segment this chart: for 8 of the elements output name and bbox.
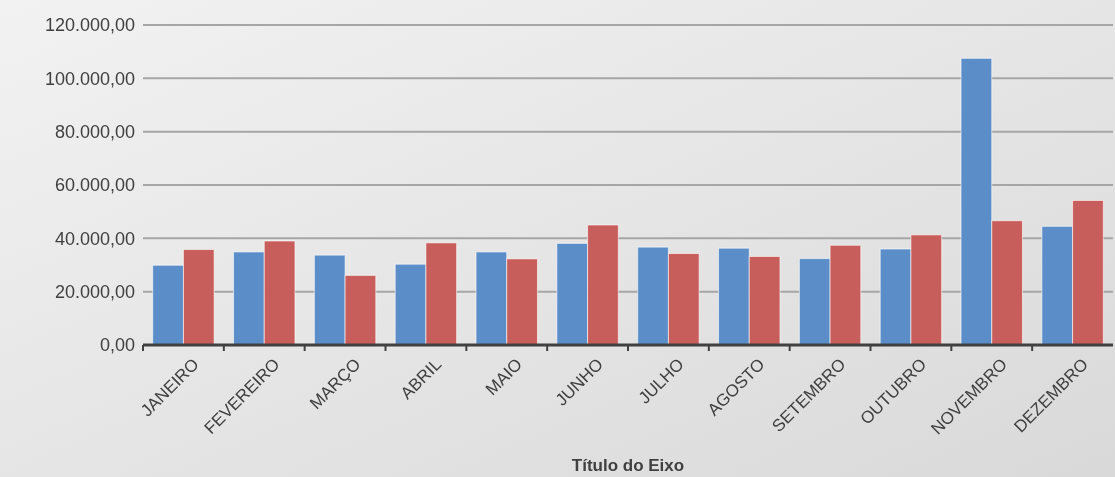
y-tick-label: 80.000,00 (54, 121, 135, 142)
y-tick-label: 120.000,00 (44, 15, 135, 36)
y-tick-label: 20.000,00 (54, 281, 135, 302)
x-axis-title: Título do Eixo (571, 456, 685, 475)
y-tick-label: 40.000,00 (54, 228, 135, 249)
y-tick-label: 100.000,00 (44, 68, 135, 89)
y-tick-label: 60.000,00 (54, 175, 135, 196)
y-tick-label: 0,00 (99, 335, 135, 356)
